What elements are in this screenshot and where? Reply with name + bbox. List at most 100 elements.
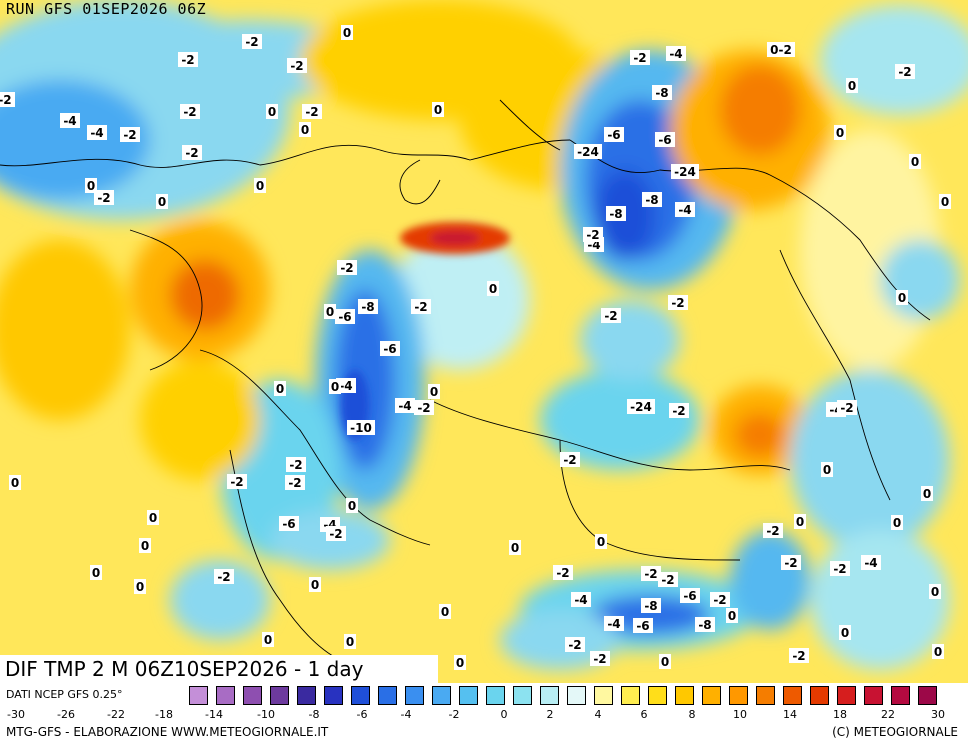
isotherm-label-bg xyxy=(641,566,661,581)
isotherm-label-bg xyxy=(358,299,378,314)
isotherm-label: -2 xyxy=(766,524,779,538)
isotherm-label: 0 xyxy=(346,635,354,649)
isotherm-label: -4 xyxy=(678,203,691,217)
isotherm-label: -24 xyxy=(577,145,599,159)
isotherm-label: -8 xyxy=(609,207,622,221)
footer-copyright: (C) METEOGIORNALE xyxy=(832,725,958,739)
isotherm-label: -2 xyxy=(305,105,318,119)
isotherm-label-bg xyxy=(299,122,311,137)
legend-swatch xyxy=(378,686,397,705)
isotherm-label-bg xyxy=(695,617,715,632)
isotherm-label: 0 xyxy=(264,633,272,647)
isotherm-label-bg xyxy=(341,25,353,40)
legend-swatch xyxy=(513,686,532,705)
isotherm-label-bg xyxy=(94,190,114,205)
isotherm-label: -6 xyxy=(282,517,295,531)
isotherm-label: -10 xyxy=(350,421,372,435)
isotherm-label-bg xyxy=(571,592,591,607)
isotherm-label-bg xyxy=(896,290,908,305)
isotherm-label-bg xyxy=(921,486,933,501)
legend-swatch xyxy=(891,686,910,705)
isotherm-label: -2 xyxy=(183,105,196,119)
legend-tick-label: -8 xyxy=(308,708,320,721)
isotherm-label: 0 xyxy=(348,499,356,513)
legend-tick-label: 0 xyxy=(500,708,508,721)
isotherm-label-bg xyxy=(789,648,809,663)
isotherm-label: -2 xyxy=(414,300,427,314)
isotherm-label: -2 xyxy=(230,475,243,489)
isotherm-label: -2 xyxy=(792,649,805,663)
isotherm-label: -4 xyxy=(398,399,411,413)
isotherm-label: -2 xyxy=(644,567,657,581)
isotherm-label-bg xyxy=(601,308,621,323)
isotherm-label: 0 xyxy=(149,511,157,525)
legend-tick-label: 10 xyxy=(733,708,747,721)
isotherm-label: 0 xyxy=(836,126,844,140)
isotherm-label-bg xyxy=(659,654,671,669)
legend-swatch xyxy=(675,686,694,705)
isotherm-label-bg xyxy=(266,104,278,119)
isotherm-label: 0 xyxy=(434,103,442,117)
isotherm-label-bg xyxy=(606,206,626,221)
isotherm-label-bg xyxy=(574,144,602,159)
isotherm-label-bg xyxy=(428,384,440,399)
isotherm-label-bg xyxy=(262,632,274,647)
legend-tick-label: 30 xyxy=(931,708,945,721)
isotherm-label-bg xyxy=(60,113,80,128)
temperature-difference-map: -20-2-2-2-4-4-2-20-2-200-2000-2-4-8-6-6-… xyxy=(0,0,968,683)
isotherm-label: 0 xyxy=(489,282,497,296)
isotherm-label: -2 xyxy=(556,566,569,580)
legend-swatch xyxy=(594,686,613,705)
isotherm-label: 0 xyxy=(326,305,334,319)
isotherm-label-bg xyxy=(329,379,341,394)
isotherm-label: 0 xyxy=(848,79,856,93)
isotherm-label: -2 xyxy=(713,593,726,607)
isotherm-label: 0 xyxy=(268,105,276,119)
isotherm-label-bg xyxy=(347,420,375,435)
legend-tick-label: 4 xyxy=(594,708,602,721)
isotherm-label: -4 xyxy=(607,617,620,631)
legend-swatch xyxy=(324,686,343,705)
isotherm-label: -8 xyxy=(698,618,711,632)
isotherm-label: -2 xyxy=(586,228,599,242)
isotherm-label-bg xyxy=(87,125,107,140)
isotherm-label: -4 xyxy=(669,47,682,61)
isotherm-label-bg xyxy=(9,475,21,490)
isotherm-label: 0 xyxy=(276,382,284,396)
isotherm-label: 0 xyxy=(331,380,339,394)
isotherm-label: -2 xyxy=(604,309,617,323)
isotherm-label: 0 xyxy=(141,539,149,553)
isotherm-label: -4 xyxy=(574,593,587,607)
isotherm-label-bg xyxy=(627,399,655,414)
isotherm-label: 0 xyxy=(893,516,901,530)
isotherm-label-bg xyxy=(837,400,857,415)
isotherm-label-bg xyxy=(411,299,431,314)
isotherm-label-bg xyxy=(675,202,695,217)
isotherm-label-bg xyxy=(85,178,97,193)
isotherm-label: 0 xyxy=(11,476,19,490)
isotherm-label-bg xyxy=(553,565,573,580)
legend-tick-label: -18 xyxy=(155,708,173,721)
isotherm-label-bg xyxy=(274,381,286,396)
isotherm-label-bg xyxy=(279,516,299,531)
isotherm-label: 0 xyxy=(911,155,919,169)
isotherm-label-bg xyxy=(710,592,730,607)
isotherm-label: 0 xyxy=(823,463,831,477)
isotherm-label: -4 xyxy=(864,556,877,570)
isotherm-label-bg xyxy=(120,127,140,142)
isotherm-label-bg xyxy=(335,309,355,324)
isotherm-label: -2 xyxy=(840,401,853,415)
footer-credit: MTG-GFS - ELABORAZIONE WWW.METEOGIORNALE… xyxy=(6,725,329,739)
legend-swatch xyxy=(810,686,829,705)
field-title: DIF TMP 2 M 06Z10SEP2026 - 1 day xyxy=(0,655,438,683)
isotherm-label-bg xyxy=(324,304,336,319)
isotherm-label: 0 xyxy=(931,585,939,599)
isotherm-label-bg xyxy=(633,618,653,633)
isotherm-label: -2 xyxy=(288,476,301,490)
isotherm-label: 0 xyxy=(92,566,100,580)
isotherm-label-bg xyxy=(604,616,624,631)
isotherm-label-bg xyxy=(767,42,795,57)
isotherm-label-bg xyxy=(929,584,941,599)
legend-tick-label: 8 xyxy=(688,708,696,721)
isotherm-label-bg xyxy=(671,164,699,179)
